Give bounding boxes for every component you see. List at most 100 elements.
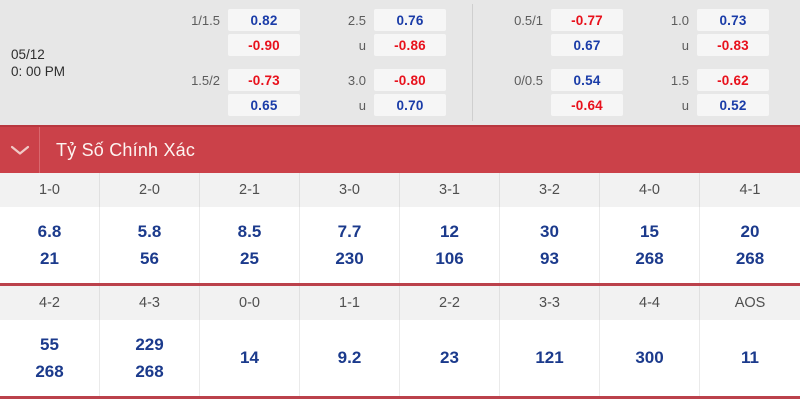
odds-value-button[interactable]: -0.80 (374, 69, 446, 91)
score-odds-cell[interactable]: 30 93 (500, 207, 600, 283)
odds-row[interactable]: 0.5/1 -0.77 (493, 9, 639, 31)
odds-row[interactable]: 1.5/2 -0.73 (170, 69, 316, 91)
odds-line-label: u (358, 97, 366, 113)
odds-value-button[interactable]: -0.62 (697, 69, 769, 91)
odds-value-button[interactable]: 0.82 (228, 9, 300, 31)
score-header-cell: 4-4 (600, 286, 700, 320)
score-value-row: 55 268 229 268 14 9.2 23 121 300 11 (0, 320, 800, 396)
score-header-cell: 4-3 (100, 286, 200, 320)
score-odds-cell[interactable]: 8.5 25 (200, 207, 300, 283)
odds-block: 2.5 0.76 u -0.86 (316, 9, 472, 56)
score-odds-cell[interactable]: 9.2 (300, 320, 400, 396)
odds-row[interactable]: -0.90 (170, 34, 316, 56)
odds-block: 0/0.5 0.54 -0.64 (493, 69, 639, 116)
odds-primary: 55 (40, 334, 59, 354)
odds-line-label: u (681, 97, 689, 113)
odds-block: 1/1.5 0.82 -0.90 (170, 9, 316, 56)
score-header-cell: 2-0 (100, 173, 200, 207)
odds-secondary: 230 (335, 248, 364, 268)
odds-secondary: 268 (735, 248, 765, 268)
odds-row[interactable]: 1.0 0.73 (639, 9, 795, 31)
score-header-cell: 2-1 (200, 173, 300, 207)
odds-primary: 121 (535, 348, 564, 367)
odds-row[interactable]: u -0.86 (316, 34, 472, 56)
score-block-2: 4-2 4-3 0-0 1-1 2-2 3-3 4-4 AOS 55 268 2… (0, 283, 800, 399)
score-header-cell: 4-2 (0, 286, 100, 320)
odds-line-label: 2.5 (347, 12, 366, 28)
group-divider (472, 4, 473, 121)
odds-row[interactable]: 0.65 (170, 94, 316, 116)
odds-line-label: 1.5/2 (191, 72, 220, 88)
odds-row[interactable]: 3.0 -0.80 (316, 69, 472, 91)
score-odds-cell[interactable]: 229 268 (100, 320, 200, 396)
odds-row[interactable]: -0.64 (493, 94, 639, 116)
score-odds-cell[interactable]: 55 268 (0, 320, 100, 396)
odds-line-label: 0/0.5 (514, 72, 543, 88)
odds-line-label: 3.0 (347, 72, 366, 88)
odds-value-button[interactable]: -0.64 (551, 94, 623, 116)
odds-value-button[interactable]: 0.65 (228, 94, 300, 116)
score-header-row: 1-0 2-0 2-1 3-0 3-1 3-2 4-0 4-1 (0, 173, 800, 207)
odds-secondary: 21 (40, 248, 59, 268)
odds-value-button[interactable]: -0.77 (551, 9, 623, 31)
odds-row[interactable]: 0.67 (493, 34, 639, 56)
odds-row[interactable]: u 0.70 (316, 94, 472, 116)
collapse-toggle-button[interactable] (0, 127, 40, 173)
odds-line-label: u (358, 37, 366, 53)
odds-primary: 12 (440, 221, 459, 241)
odds-row[interactable]: 0/0.5 0.54 (493, 69, 639, 91)
odds-value-button[interactable]: 0.70 (374, 94, 446, 116)
match-time: 0: 00 PM (11, 63, 66, 79)
odds-row[interactable]: 1.5 -0.62 (639, 69, 795, 91)
odds-value-button[interactable]: -0.83 (697, 34, 769, 56)
odds-value-button[interactable]: -0.86 (374, 34, 446, 56)
odds-value-button[interactable]: -0.73 (228, 69, 300, 91)
section-header-correct-score[interactable]: Tỷ Số Chính Xác (0, 125, 800, 173)
odds-secondary: 25 (240, 248, 259, 268)
odds-row[interactable]: u -0.83 (639, 34, 795, 56)
score-odds-cell[interactable]: 12 106 (400, 207, 500, 283)
score-odds-cell[interactable]: 7.7 230 (300, 207, 400, 283)
score-header-cell: 0-0 (200, 286, 300, 320)
odds-group-total-2: 1.0 0.73 u -0.83 1.5 -0.62 u 0.52 (639, 0, 795, 125)
odds-primary: 11 (741, 348, 759, 367)
odds-row[interactable]: u 0.52 (639, 94, 795, 116)
score-header-cell: 3-3 (500, 286, 600, 320)
odds-primary: 20 (740, 221, 760, 241)
score-block-1: 1-0 2-0 2-1 3-0 3-1 3-2 4-0 4-1 6.8 21 5… (0, 173, 800, 283)
odds-panel: 05/12 0: 00 PM 1/1.5 0.82 -0.90 1.5/2 -0… (0, 0, 800, 125)
score-odds-cell[interactable]: 6.8 21 (0, 207, 100, 283)
odds-value-button[interactable]: 0.54 (551, 69, 623, 91)
odds-line-label: 0.5/1 (514, 12, 543, 28)
score-odds-cell[interactable]: 23 (400, 320, 500, 396)
odds-value-button[interactable]: 0.52 (697, 94, 769, 116)
score-header-cell: 3-1 (400, 173, 500, 207)
score-odds-cell[interactable]: 11 (700, 320, 800, 396)
score-header-cell: 1-1 (300, 286, 400, 320)
match-date: 05/12 (11, 46, 45, 62)
odds-value-button[interactable]: 0.67 (551, 34, 623, 56)
odds-line-label: 1.5 (670, 72, 689, 88)
score-odds-cell[interactable]: 14 (200, 320, 300, 396)
odds-primary: 30 (540, 221, 559, 241)
odds-value-button[interactable]: 0.76 (374, 9, 446, 31)
odds-group-list: 1/1.5 0.82 -0.90 1.5/2 -0.73 0.65 (170, 0, 800, 125)
score-odds-cell[interactable]: 5.8 56 (100, 207, 200, 283)
odds-secondary: 268 (135, 361, 164, 381)
odds-primary: 229 (135, 334, 164, 354)
odds-primary: 14 (240, 348, 259, 367)
score-header-cell: 3-2 (500, 173, 600, 207)
score-odds-cell[interactable]: 20 268 (700, 207, 800, 283)
odds-value-button[interactable]: -0.90 (228, 34, 300, 56)
odds-value-button[interactable]: 0.73 (697, 9, 769, 31)
odds-primary: 6.8 (37, 221, 62, 241)
odds-row[interactable]: 1/1.5 0.82 (170, 9, 316, 31)
odds-secondary: 268 (635, 248, 664, 268)
score-odds-cell[interactable]: 300 (600, 320, 700, 396)
score-odds-cell[interactable]: 121 (500, 320, 600, 396)
score-header-row: 4-2 4-3 0-0 1-1 2-2 3-3 4-4 AOS (0, 286, 800, 320)
score-odds-cell[interactable]: 15 268 (600, 207, 700, 283)
odds-secondary: 106 (435, 248, 464, 268)
score-header-cell: 4-0 (600, 173, 700, 207)
odds-row[interactable]: 2.5 0.76 (316, 9, 472, 31)
